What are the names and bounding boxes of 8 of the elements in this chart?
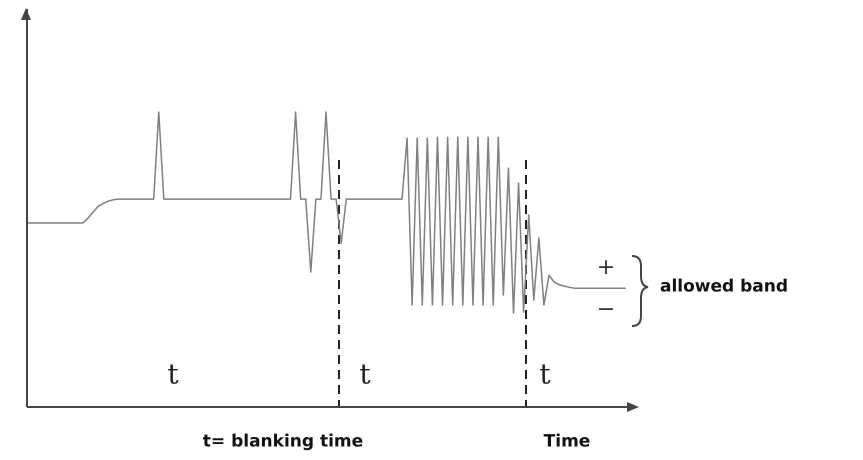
annotation: + bbox=[596, 255, 616, 280]
annotation: t bbox=[539, 357, 552, 390]
text: allowed band bbox=[660, 276, 788, 297]
text: Time bbox=[544, 432, 590, 452]
annotation: t bbox=[167, 357, 180, 390]
text: t= blanking time bbox=[202, 432, 364, 452]
annotation: t bbox=[359, 357, 372, 390]
annotation: − bbox=[596, 297, 616, 322]
